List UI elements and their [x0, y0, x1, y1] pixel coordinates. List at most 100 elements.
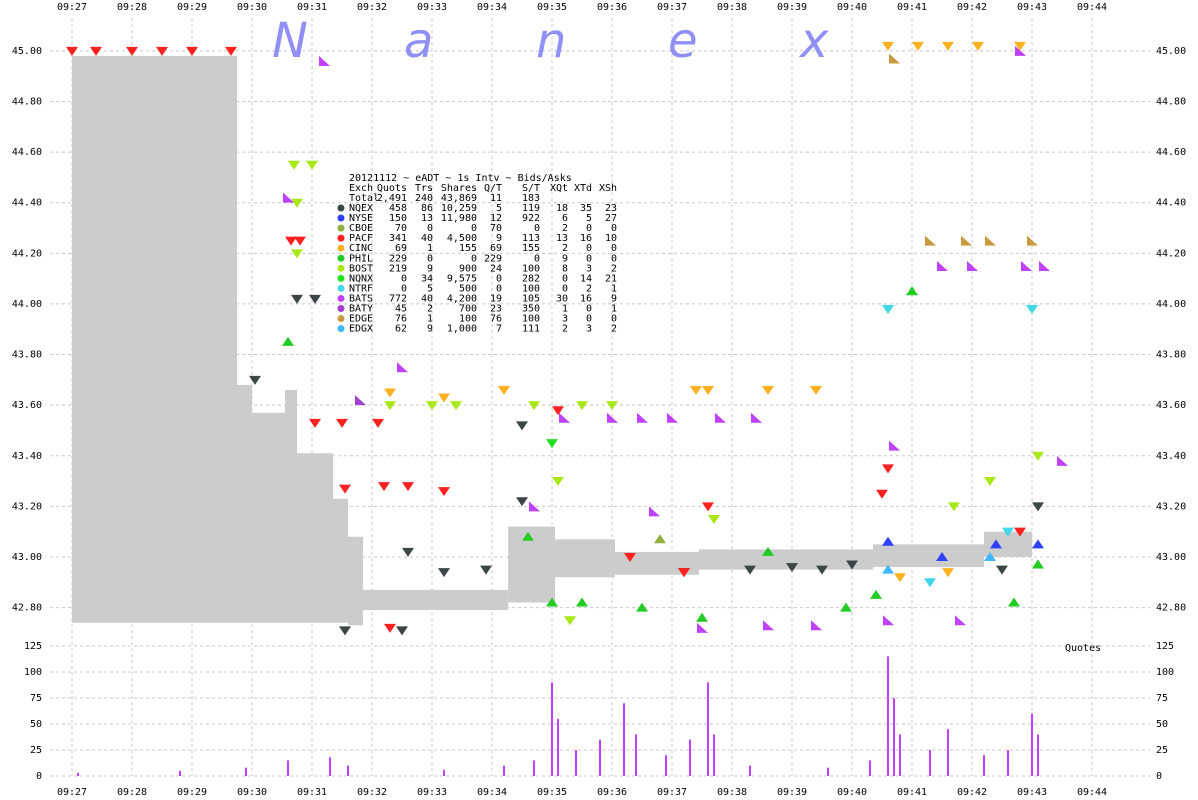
legend-cell: 0 [586, 304, 592, 315]
volume-bar [887, 656, 889, 776]
quote-marker [972, 41, 984, 51]
volume-bar [287, 760, 289, 776]
legend-cell: 229 [484, 253, 502, 264]
legend-cell: 0 [586, 253, 592, 264]
quote-marker [576, 401, 588, 411]
legend-cell: 10,259 [441, 203, 477, 214]
legend-cell: 0 [586, 223, 592, 234]
quote-marker [339, 626, 351, 636]
legend-cell: 700 [459, 304, 477, 315]
legend-cell: 2 [427, 304, 433, 315]
legend-cell: 350 [522, 304, 540, 315]
quote-marker [126, 46, 138, 56]
quote-marker [66, 46, 78, 56]
legend-cell: 0 [427, 253, 433, 264]
spread-band [348, 536, 363, 626]
legend-symbol [337, 254, 345, 262]
spread-band [237, 384, 252, 623]
quote-marker [955, 615, 966, 626]
quote-marker [378, 482, 390, 492]
legend-cell: 9 [562, 253, 568, 264]
volume-bar [1031, 713, 1033, 776]
quote-marker [336, 418, 348, 428]
legend-cell: 62 [395, 324, 407, 335]
quote-marker [967, 260, 978, 271]
volume-bar [623, 703, 625, 776]
x-tick-label: 09:43 [1017, 787, 1047, 798]
x-tick-label: 09:29 [177, 787, 207, 798]
quote-marker [882, 536, 894, 546]
legend-cell: 0 [534, 223, 540, 234]
legend-cell: 11 [490, 193, 502, 204]
quote-marker [996, 565, 1008, 575]
quote-marker [225, 46, 237, 56]
x-tick-label: 09:28 [117, 787, 147, 798]
quote-marker [936, 551, 948, 561]
quote-marker [912, 41, 924, 51]
legend-cell: 3 [586, 324, 592, 335]
legend-symbol [337, 315, 345, 323]
x-tick-label: 09:41 [897, 787, 927, 798]
volume-bar [179, 770, 181, 776]
x-tick-label: 09:35 [537, 2, 567, 13]
legend-cell: 9 [427, 263, 433, 274]
legend-symbol [337, 224, 345, 232]
legend-cell: 2,491 [377, 193, 407, 204]
legend-cell: 155 [522, 243, 540, 254]
legend-title: 20121112 ~ eADT ~ 1s Intv ~ Bids/Asks [349, 173, 572, 184]
legend-cell: 100 [522, 283, 540, 294]
quote-marker [529, 501, 540, 512]
legend-header: Q/T [484, 183, 502, 194]
quote-marker [906, 286, 918, 296]
x-tick-label: 09:30 [237, 787, 267, 798]
y-tick-label: 43.00 [1156, 552, 1186, 563]
quote-marker [384, 388, 396, 398]
legend-cell: 4,200 [447, 293, 477, 304]
quote-marker [624, 552, 636, 562]
legend-cell: 100 [459, 314, 477, 325]
legend-cell: 23 [490, 304, 502, 315]
watermark: x [798, 13, 829, 69]
legend-cell: 0 [534, 253, 540, 264]
legend-symbol [337, 305, 345, 312]
volume-bar [503, 765, 505, 776]
y-tick-label: 125 [24, 641, 42, 652]
volume-bar [245, 767, 247, 776]
legend-cell: 5 [586, 213, 592, 224]
x-tick-label: 09:34 [477, 787, 507, 798]
x-tick-label: 09:32 [357, 2, 387, 13]
legend-cell: 11,980 [441, 213, 477, 224]
x-tick-label: 09:39 [777, 2, 807, 13]
legend-cell: 0 [471, 223, 477, 234]
legend-cell: 100 [522, 314, 540, 325]
legend-header: S/T [522, 183, 540, 194]
quote-marker [438, 393, 450, 403]
quote-marker [1032, 559, 1044, 569]
y-tick-label: 100 [1156, 667, 1174, 678]
y-tick-label: 44.40 [12, 198, 42, 209]
legend-cell: 113 [522, 233, 540, 244]
quote-marker [552, 477, 564, 487]
legend-cell: 40 [421, 233, 433, 244]
y-tick-label: 43.40 [12, 451, 42, 462]
quote-marker [372, 418, 384, 428]
y-tick-label: 25 [30, 745, 42, 756]
legend-header: XSh [599, 183, 617, 194]
quote-marker [882, 464, 894, 474]
quote-marker [528, 401, 540, 411]
quote-marker [288, 160, 300, 170]
volume-bar [869, 760, 871, 776]
quote-marker [309, 294, 321, 304]
legend-cell: 12 [490, 213, 502, 224]
quote-marker [763, 620, 774, 631]
legend-cell: 2 [586, 283, 592, 294]
y-tick-label: 43.80 [1156, 350, 1186, 361]
quote-marker [937, 260, 948, 271]
legend-cell: 0 [401, 283, 407, 294]
legend-entry: EDGE [349, 314, 373, 325]
quote-marker [985, 235, 996, 246]
quote-marker [708, 515, 720, 525]
volume-bar [689, 739, 691, 776]
legend-symbol [337, 284, 345, 292]
quote-marker [702, 385, 714, 395]
